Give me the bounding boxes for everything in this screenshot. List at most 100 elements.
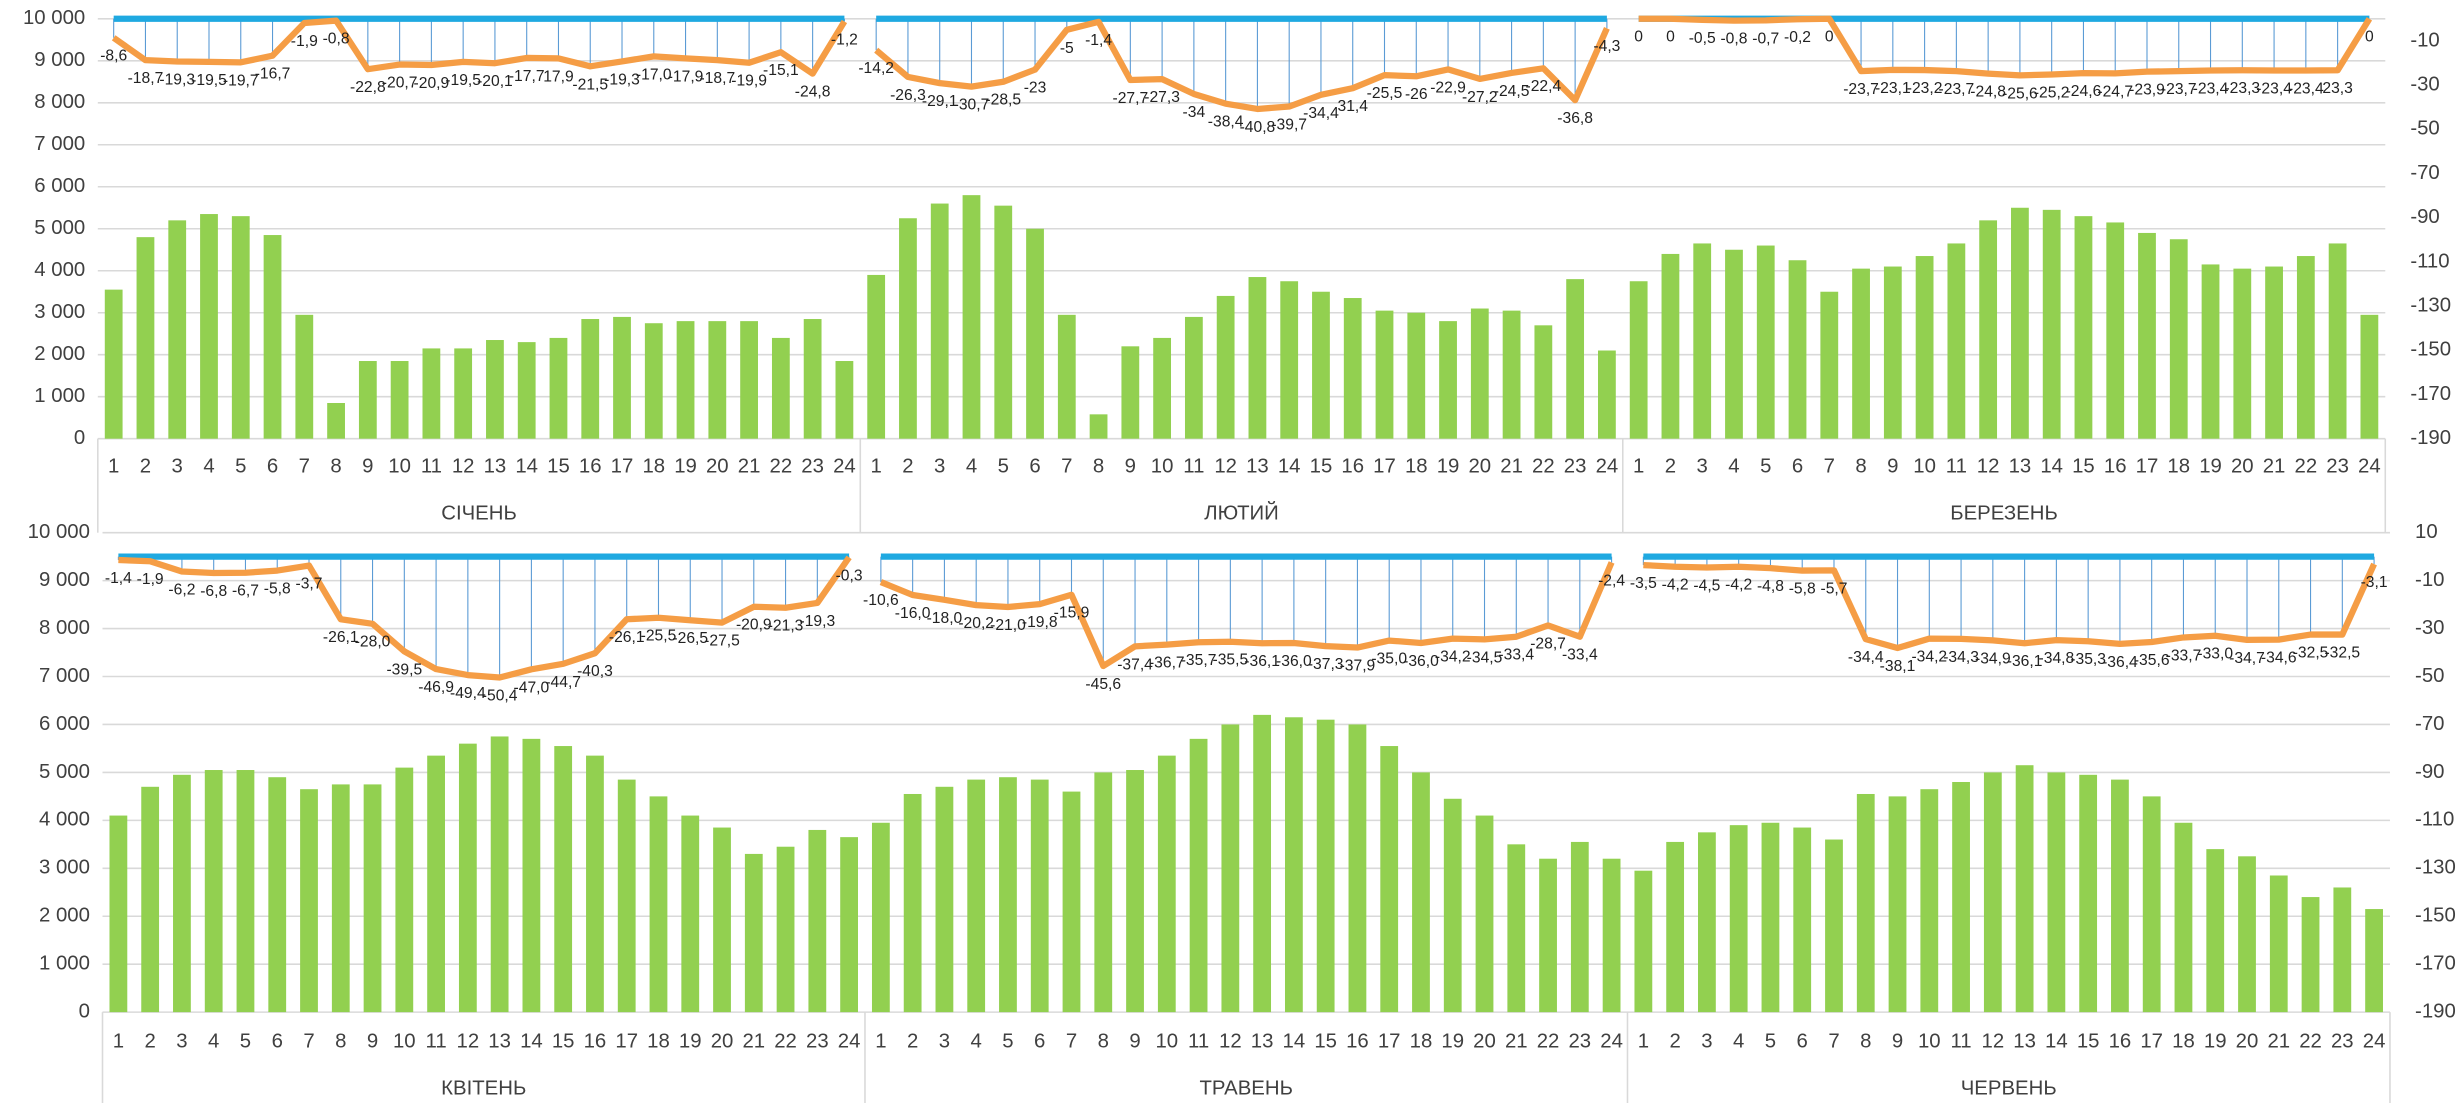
data-label: -2,4 [1598, 572, 1625, 589]
data-label: -17,7 [509, 68, 545, 85]
y-tick-label: 8 000 [34, 91, 85, 113]
x-tick-label: 9 [362, 455, 373, 477]
x-tick-label: 12 [1214, 455, 1237, 477]
y2-tick-label: -110 [2415, 809, 2454, 831]
x-tick-label: 3 [1701, 1030, 1712, 1052]
data-label: -32,5 [2293, 645, 2329, 662]
x-tick-label: 21 [1505, 1030, 1528, 1052]
bar [1729, 825, 1748, 1013]
bar [1153, 337, 1172, 439]
bar [1470, 308, 1489, 439]
data-label: -34,4 [1303, 105, 1339, 122]
bar [1756, 245, 1775, 439]
x-tick-label: 1 [1633, 455, 1644, 477]
x-tick-label: 1 [1638, 1030, 1649, 1052]
bar [2301, 897, 2320, 1013]
bar [1920, 789, 1939, 1013]
data-label: -28,5 [985, 92, 1021, 109]
y-tick-label: 4 000 [39, 809, 90, 831]
bar [136, 237, 155, 439]
x-tick-label: 5 [1765, 1030, 1776, 1052]
data-label: -36,0 [1403, 653, 1439, 670]
bar [935, 786, 954, 1013]
data-label: -34,6 [2261, 650, 2297, 667]
bar [168, 220, 187, 439]
bar [2365, 909, 2383, 1013]
bar [1856, 793, 1875, 1013]
bar [1280, 281, 1299, 439]
y-tick-label: 6 000 [34, 175, 85, 197]
data-label: -4,3 [1593, 38, 1620, 55]
data-label: -34,9 [1975, 650, 2011, 667]
data-label: -1,2 [831, 31, 858, 48]
x-tick-label: 15 [552, 1030, 575, 1052]
bar [617, 779, 636, 1013]
data-label: -19,5 [445, 72, 481, 89]
bar [1221, 724, 1240, 1013]
y2-tick-label: -130 [2415, 857, 2456, 879]
bar [967, 779, 986, 1013]
x-tick-label: 8 [1860, 1030, 1871, 1052]
x-tick-label: 2 [1665, 455, 1676, 477]
bar [1443, 798, 1462, 1013]
y-tick-label: 2 000 [34, 343, 85, 365]
bar [1952, 782, 1970, 1013]
x-tick-label: 24 [838, 1030, 861, 1052]
x-tick-label: 7 [1066, 1030, 1077, 1052]
y2-tick-label: -30 [2415, 617, 2444, 639]
data-label: -18,7 [128, 70, 164, 87]
x-tick-label: 10 [1155, 1030, 1178, 1052]
bar [549, 337, 568, 439]
x-tick-label: 18 [642, 455, 665, 477]
x-tick-label: 21 [742, 1030, 765, 1052]
x-tick-label: 10 [1913, 455, 1936, 477]
data-label: -28,7 [1530, 635, 1566, 652]
x-tick-label: 4 [1733, 1030, 1744, 1052]
data-label: -0,5 [1689, 30, 1716, 47]
data-label: -23,7 [1843, 81, 1879, 98]
bar [1661, 253, 1680, 439]
bar [676, 321, 695, 439]
y2-tick-label: -170 [2410, 383, 2451, 405]
data-label: -44,7 [545, 674, 581, 691]
x-tick-label: 19 [679, 1030, 702, 1052]
group-label: ЛЮТИЙ [1204, 500, 1279, 524]
data-label: -21,5 [572, 76, 608, 93]
data-label: 0 [2365, 29, 2374, 46]
x-tick-label: 7 [1061, 455, 1072, 477]
data-label: -35,3 [2070, 651, 2106, 668]
data-label: -22,9 [1430, 79, 1466, 96]
data-label: -34,2 [1435, 649, 1471, 666]
x-tick-label: 12 [1977, 455, 2000, 477]
data-label: -23,3 [2224, 80, 2260, 97]
bar [1761, 822, 1780, 1013]
bar [1375, 310, 1394, 439]
y2-tick-label: -30 [2410, 73, 2439, 95]
x-tick-label: 2 [907, 1030, 918, 1052]
x-tick-label: 6 [1034, 1030, 1045, 1052]
bar [1698, 832, 1716, 1013]
bar [2169, 239, 2188, 439]
data-label: -47,0 [514, 679, 550, 696]
y-tick-label: 8 000 [39, 617, 90, 639]
x-tick-label: 17 [1378, 1030, 1401, 1052]
bar [681, 815, 700, 1013]
bar [2328, 243, 2347, 439]
x-tick-label: 23 [1568, 1030, 1591, 1052]
data-label: -14,2 [858, 60, 894, 77]
x-tick-label: 16 [579, 455, 602, 477]
x-tick-label: 17 [2136, 455, 2159, 477]
data-label: -5,7 [1820, 580, 1847, 597]
data-label: -45,6 [1085, 676, 1121, 693]
bar [1539, 858, 1557, 1013]
x-tick-label: 9 [1125, 455, 1136, 477]
data-label: -34,8 [2039, 650, 2075, 667]
bar [1030, 779, 1049, 1013]
data-label: -32,5 [2324, 645, 2360, 662]
data-label: -40,3 [577, 663, 613, 680]
x-tick-label: 4 [1728, 455, 1739, 477]
bar [263, 235, 282, 439]
bar [840, 837, 858, 1013]
x-tick-label: 2 [140, 455, 151, 477]
bar [200, 214, 218, 439]
